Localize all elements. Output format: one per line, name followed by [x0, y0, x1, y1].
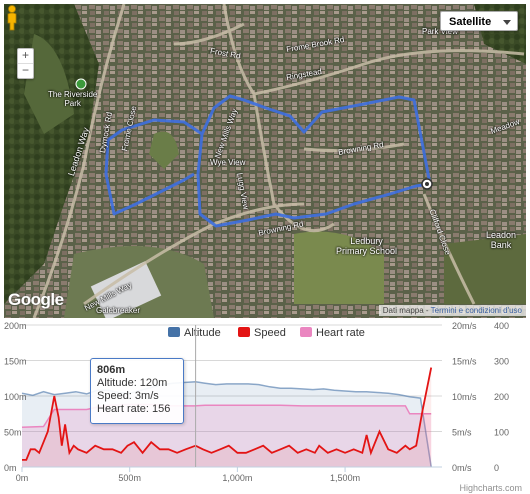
chevron-down-icon — [503, 20, 511, 25]
y-tick-altitude: 100m — [4, 392, 27, 402]
map-label-park-view: Park View — [422, 27, 458, 36]
map-type-label: Satellite — [449, 16, 492, 28]
y-tick-heart-rate: 100 — [494, 428, 509, 438]
legend-swatch-0 — [168, 327, 180, 337]
google-logo: Google — [8, 290, 64, 309]
route-map[interactable]: Leadon Way The Riverside Park New Mills … — [4, 4, 526, 318]
map-label-ledbury-primary-school: Ledbury Primary School — [336, 236, 398, 256]
pegman-icon[interactable] — [4, 4, 20, 32]
zoom-out-button[interactable]: − — [18, 63, 33, 78]
x-tick-label: 500m — [118, 473, 141, 483]
y-tick-speed: 0m/s — [452, 463, 472, 473]
y-tick-altitude: 50m — [4, 428, 22, 438]
map-attribution: Dati mappa - Termini e condizioni d'uso — [378, 305, 526, 316]
tooltip-altitude: Altitude: 120m — [97, 377, 168, 389]
y-tick-altitude: 150m — [4, 357, 27, 367]
chart-legend: Altitude Speed Heart rate — [168, 327, 365, 339]
y-tick-speed: 15m/s — [452, 357, 477, 367]
highcharts-credits[interactable]: Highcharts.com — [459, 483, 522, 493]
y-tick-speed: 5m/s — [452, 428, 472, 438]
legend-label-2: Heart rate — [316, 327, 365, 339]
map-type-dropdown[interactable]: Satellite — [440, 11, 518, 31]
y-tick-heart-rate: 400 — [494, 321, 509, 331]
legend-label-0: Altitude — [184, 327, 221, 339]
chart-axes: 0m 0m/s 0 50m 5m/s 100 100m 10m/s 200 150m 15m/s 30… — [4, 321, 509, 483]
heart-rate-line — [21, 403, 432, 428]
map-label-leadon-bank: Leadon Bank — [486, 230, 517, 250]
satellite-imagery — [4, 4, 526, 318]
zoom-in-button[interactable]: + — [21, 48, 29, 62]
map-data-link[interactable]: Dati mappa — [382, 306, 424, 315]
y-tick-speed: 20m/s — [452, 321, 477, 331]
tooltip-heart-rate: Heart rate: 156 — [97, 403, 171, 415]
y-tick-heart-rate: 200 — [494, 392, 509, 402]
legend-label-1: Speed — [254, 327, 286, 339]
map-label-galebreaker: Galebreaker — [96, 306, 141, 315]
x-tick-label: 0m — [16, 473, 29, 483]
map-label-riverside-park: The Riverside Park — [48, 90, 98, 108]
attribution-separator: - — [423, 306, 431, 315]
chart-series — [21, 367, 433, 468]
legend-swatch-1 — [238, 327, 250, 337]
x-tick-label: 1,500m — [330, 473, 360, 483]
y-tick-heart-rate: 300 — [494, 357, 509, 367]
x-tick-label: 1,000m — [222, 473, 252, 483]
y-tick-heart-rate: 0 — [494, 463, 499, 473]
tooltip-speed: Speed: 3m/s — [97, 390, 159, 402]
route-path — [104, 94, 432, 228]
elevation-chart[interactable]: Altitude Speed Heart rate 0m 0m/s 0 50m 5m/s 10… — [0, 318, 530, 494]
zoom-control: + − — [17, 48, 34, 79]
terms-link[interactable]: Termini e condizioni d'uso — [430, 306, 522, 315]
map-label-wye-view: Wye View — [210, 158, 246, 167]
tooltip-title: 806m — [97, 364, 126, 376]
y-tick-altitude: 200m — [4, 321, 27, 331]
legend-swatch-2 — [300, 327, 312, 337]
park-marker-icon[interactable] — [75, 78, 87, 90]
chart-tooltip: 806m Altitude: 120m Speed: 3m/s Heart ra… — [90, 358, 184, 424]
speed-line — [22, 367, 433, 461]
y-tick-altitude: 0m — [4, 463, 17, 473]
y-tick-speed: 10m/s — [452, 392, 477, 402]
